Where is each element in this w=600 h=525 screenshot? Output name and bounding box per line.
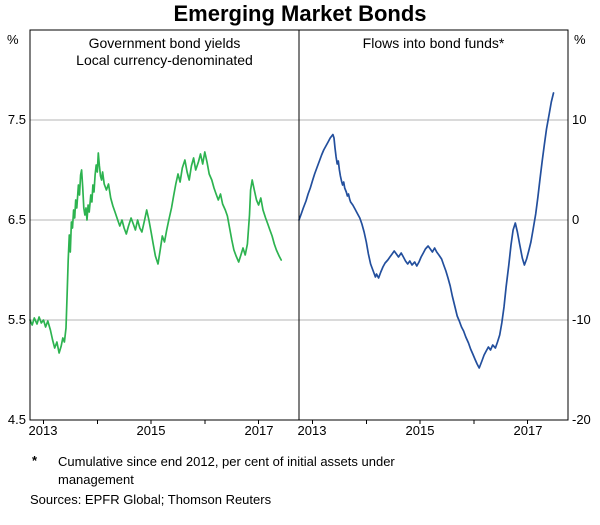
right-y-tick-label-neg10: -10	[572, 312, 591, 327]
right-x-tick-label-2015: 2015	[405, 423, 435, 438]
right-y-tick-label-neg20: -20	[572, 412, 591, 427]
left-x-tick-label-2013: 2013	[28, 423, 58, 438]
sources-line: Sources: EPFR Global; Thomson Reuters	[30, 492, 272, 507]
footnote-marker: *	[32, 453, 38, 468]
right-axis-unit: %	[574, 32, 586, 47]
right-x-tick-label-2013: 2013	[297, 423, 327, 438]
right-y-tick-label-10: 10	[572, 112, 587, 127]
left-x-tick-label-2015: 2015	[136, 423, 166, 438]
chart-canvas	[29, 29, 569, 424]
left-y-tick-label-6-5: 6.5	[7, 212, 26, 227]
left-x-tick-label-2017: 2017	[244, 423, 274, 438]
footnote-text: Cumulative since end 2012, per cent of i…	[58, 454, 395, 487]
bond-fund-flows-line	[298, 92, 555, 369]
left-panel-title-line-1: Government bond yields	[88, 35, 241, 51]
right-y-tick-label-0: 0	[572, 212, 580, 227]
chart-title: Emerging Market Bonds	[173, 1, 427, 26]
right-x-tick-label-2017: 2017	[513, 423, 543, 438]
right-panel-title: Flows into bond funds*	[362, 35, 505, 51]
left-y-tick-label-4-5: 4.5	[7, 412, 26, 427]
left-axis-unit: %	[7, 32, 19, 47]
left-y-tick-label-5-5: 5.5	[7, 312, 26, 327]
left-y-tick-label-7-5: 7.5	[7, 112, 26, 127]
left-panel-title-line-2: Local currency-denominated	[76, 52, 253, 68]
government-bond-yields-line	[29, 151, 283, 354]
left-panel-title: Government bond yields Local currency-de…	[30, 35, 299, 69]
